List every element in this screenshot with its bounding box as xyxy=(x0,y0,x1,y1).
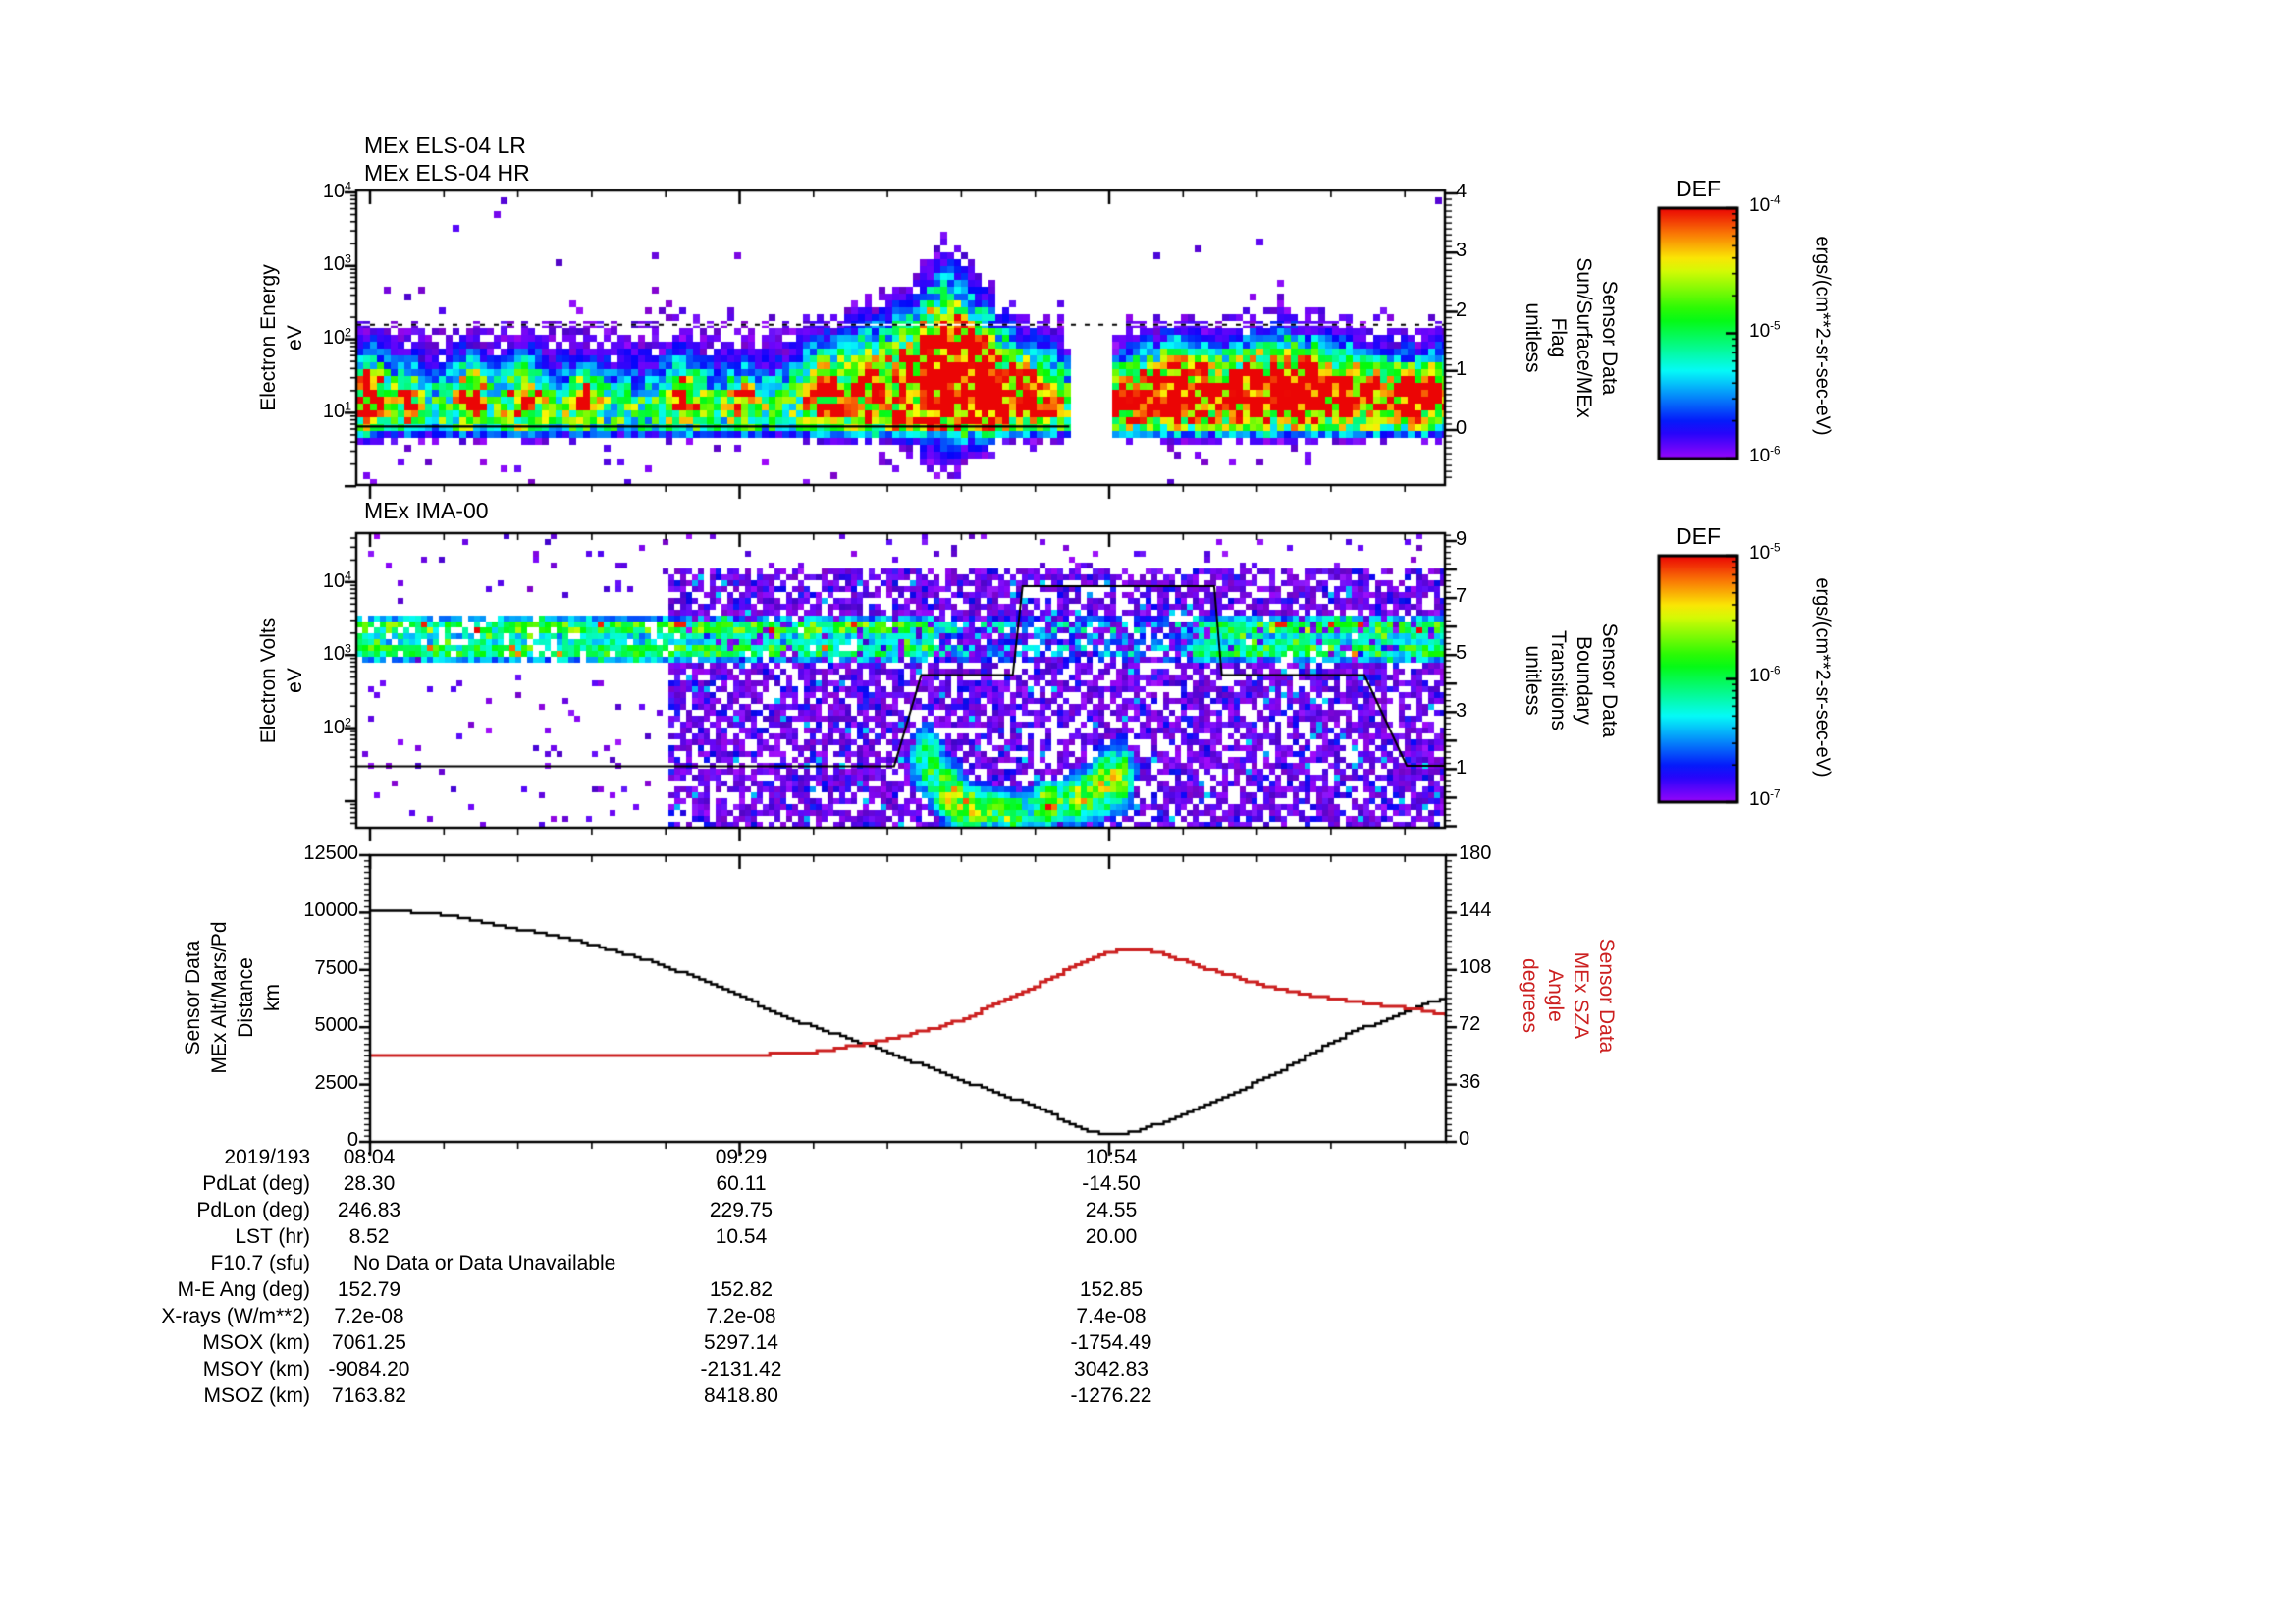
colorbar2-tick-1e-7: 10-7 xyxy=(1749,787,1781,810)
table-cell: 7.4e-08 xyxy=(1076,1305,1147,1327)
table-row-label: MSOZ (km) xyxy=(203,1384,310,1407)
table-cell: 7.2e-08 xyxy=(706,1305,776,1327)
els-rtick-3: 3 xyxy=(1456,240,1468,261)
sza-right-axis-label: Sensor Data MEx SZA Angle degrees xyxy=(1519,938,1618,1054)
els-rtick-1: 1 xyxy=(1456,358,1468,380)
table-row-label: MSOY (km) xyxy=(202,1358,310,1380)
table-cell: 10.54 xyxy=(715,1225,768,1248)
table-cell: 5297.14 xyxy=(704,1331,778,1354)
colorbar2-tick-1e-5: 10-5 xyxy=(1749,541,1781,564)
els-ytick-1e3: 103 xyxy=(322,251,351,275)
table-cell: -9084.20 xyxy=(328,1358,410,1380)
table-row-label: M-E Ang (deg) xyxy=(177,1278,310,1301)
distance-y-axis-label: Sensor Data MEx Alt/Mars/Pd Distance km xyxy=(182,921,284,1074)
dist-ytick-10000: 10000 xyxy=(303,899,358,921)
table-cell: 152.79 xyxy=(337,1278,401,1301)
table-row-label: PdLon (deg) xyxy=(196,1199,310,1221)
table-row-label: X-rays (W/m**2) xyxy=(161,1305,310,1327)
sza-rtick-180: 180 xyxy=(1459,842,1492,864)
colorbar1-title: DEF xyxy=(1676,176,1721,201)
table-cell: 152.82 xyxy=(709,1278,774,1301)
table-cell: 20.00 xyxy=(1085,1225,1138,1248)
table-cell: 24.55 xyxy=(1085,1199,1138,1221)
sza-rtick-36: 36 xyxy=(1459,1071,1481,1093)
ima-ytick-1e4: 104 xyxy=(322,568,351,592)
table-cell: -14.50 xyxy=(1082,1172,1141,1195)
flag-right-axis-label: Sensor Data Sun/Surface/MEx Flag unitles… xyxy=(1522,257,1621,418)
table-cell: 8418.80 xyxy=(704,1384,778,1407)
ima-rtick-7: 7 xyxy=(1456,585,1468,607)
table-cell: 8.52 xyxy=(348,1225,390,1248)
table-cell: 28.30 xyxy=(343,1172,396,1195)
colorbar1-tick-1e-4: 10-4 xyxy=(1749,193,1781,216)
table-cell: 3042.83 xyxy=(1074,1358,1148,1380)
colorbar1-tick-1e-6: 10-6 xyxy=(1749,444,1781,466)
ima-rtick-5: 5 xyxy=(1456,642,1468,664)
sza-rtick-72: 72 xyxy=(1459,1013,1481,1035)
els-ytick-1e1: 101 xyxy=(322,399,351,422)
dist-ytick-12500: 12500 xyxy=(303,842,358,864)
boundary-right-axis-label: Sensor Data Boundary Transitions unitles… xyxy=(1522,622,1621,738)
dist-ytick-5000: 5000 xyxy=(314,1014,359,1036)
table-cell: 152.85 xyxy=(1079,1278,1144,1301)
table-cell: 246.83 xyxy=(337,1199,401,1221)
x-ticklabel-col2: 09:29 xyxy=(715,1146,768,1168)
els-rtick-0: 0 xyxy=(1456,417,1468,439)
ima-rtick-1: 1 xyxy=(1456,757,1468,779)
els-title-line2: MEx ELS-04 HR xyxy=(364,160,530,186)
colorbar2-title: DEF xyxy=(1676,523,1721,549)
ima-ytick-1e2: 102 xyxy=(322,715,351,738)
ima-rtick-3: 3 xyxy=(1456,700,1468,722)
ima-title: MEx IMA-00 xyxy=(364,498,489,523)
table-row-label: PdLat (deg) xyxy=(202,1172,310,1195)
table-cell: 229.75 xyxy=(709,1199,774,1221)
table-cell: 7061.25 xyxy=(332,1331,406,1354)
els-rtick-2: 2 xyxy=(1456,299,1468,321)
table-cell: -2131.42 xyxy=(700,1358,782,1380)
no-data-message: No Data or Data Unavailable xyxy=(353,1252,616,1274)
x-ticklabel-col3: 10:54 xyxy=(1085,1146,1138,1168)
sza-rtick-0: 0 xyxy=(1459,1128,1470,1150)
els-rtick-4: 4 xyxy=(1456,181,1468,202)
table-row-label: LST (hr) xyxy=(235,1225,310,1248)
dist-ytick-2500: 2500 xyxy=(314,1072,359,1094)
ima-ytick-1e3: 103 xyxy=(322,641,351,665)
table-row-label: F10.7 (sfu) xyxy=(210,1252,310,1274)
colorbar1-unit-label: ergs/(cm**2-sr-sec-eV) xyxy=(1811,236,1834,436)
dist-ytick-0: 0 xyxy=(347,1129,358,1151)
table-row-label: 2019/193 xyxy=(224,1146,310,1168)
table-cell: -1754.49 xyxy=(1070,1331,1152,1354)
sza-rtick-144: 144 xyxy=(1459,899,1492,921)
sza-rtick-108: 108 xyxy=(1459,956,1492,978)
els-ytick-1e4: 104 xyxy=(322,179,351,202)
table-row-label: MSOX (km) xyxy=(202,1331,310,1354)
colorbar1-tick-1e-5: 10-5 xyxy=(1749,319,1781,342)
table-cell: 60.11 xyxy=(716,1172,767,1195)
table-cell: 7.2e-08 xyxy=(334,1305,404,1327)
table-cell: -1276.22 xyxy=(1070,1384,1152,1407)
table-cell: 7163.82 xyxy=(332,1384,406,1407)
x-ticklabel-col1: 08:04 xyxy=(343,1146,396,1168)
colorbar2-tick-1e-6: 10-6 xyxy=(1749,664,1781,686)
els-ytick-1e2: 102 xyxy=(322,325,351,349)
els-title-line1: MEx ELS-04 LR xyxy=(364,133,526,158)
ima-rtick-9: 9 xyxy=(1456,528,1468,550)
colorbar2-unit-label: ergs/(cm**2-sr-sec-eV) xyxy=(1811,577,1834,778)
dist-ytick-7500: 7500 xyxy=(314,957,359,979)
